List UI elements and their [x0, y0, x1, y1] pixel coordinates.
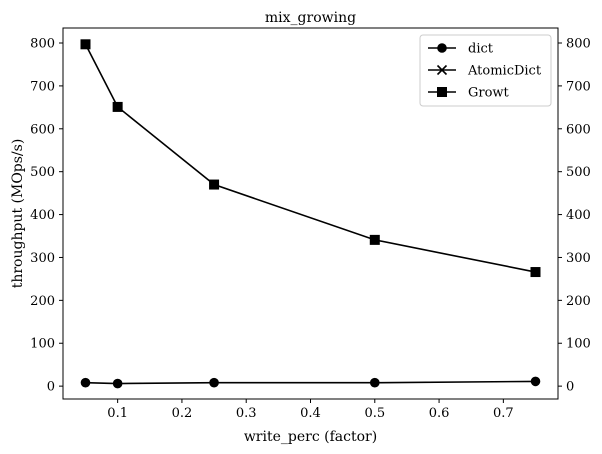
legend-marker-dict — [437, 43, 447, 53]
y-tick-label-right: 700 — [566, 79, 591, 94]
data-point-growt — [369, 234, 380, 245]
y-tick-label-left: 700 — [30, 79, 55, 94]
x-tick-label: 0.3 — [236, 406, 257, 421]
y-tick-label-right: 0 — [566, 380, 574, 395]
data-point-growt — [209, 179, 220, 190]
data-point-dict — [209, 377, 219, 388]
x-tick-label: 0.6 — [429, 406, 450, 421]
y-tick-label-left: 400 — [30, 208, 55, 223]
data-point-dict — [369, 377, 380, 388]
data-point-dict — [530, 376, 541, 387]
y-tick-label-left: 500 — [30, 165, 55, 180]
legend-marker-atomicdict-stroke — [436, 64, 448, 76]
x-tick-label: 0.1 — [107, 406, 128, 421]
data-point-dict — [80, 377, 91, 388]
data-point-growt — [530, 267, 541, 278]
y-tick-label-left: 800 — [30, 37, 55, 52]
data-point-growt — [80, 39, 91, 50]
chart-title: mix_growing — [265, 10, 356, 26]
x-axis-label: write_perc (factor) — [244, 429, 377, 445]
y-tick-label-left: 100 — [30, 337, 55, 352]
y-tick-label-left: 200 — [30, 294, 55, 309]
data-point-growt — [112, 101, 123, 112]
y-tick-label-right: 100 — [566, 337, 591, 352]
legend-marker-growt — [437, 87, 447, 97]
y-tick-label-right: 800 — [566, 37, 591, 52]
x-axis: 0.1 0.2 0.3 0.4 0.5 0.6 0.7 — [107, 399, 514, 421]
y-tick-label-right: 400 — [566, 208, 591, 223]
legend-box — [419, 34, 552, 107]
legend: dict AtomicDict Growt — [419, 34, 552, 107]
y-tick-label-left: 300 — [30, 251, 55, 266]
x-tick-label: 0.2 — [172, 406, 193, 421]
y-axis-right: 0 100 200 300 400 500 600 700 800 — [558, 37, 591, 395]
series-layer — [80, 39, 541, 389]
series-line-dict — [85, 380, 536, 385]
x-tick-label: 0.5 — [364, 406, 385, 421]
x-tick-label: 0.7 — [493, 406, 514, 421]
legend-marker-atomicdict — [436, 64, 448, 76]
y-tick-label-right: 600 — [566, 122, 591, 137]
y-tick-label-left: 600 — [30, 122, 55, 137]
legend-label-growt: Growt — [468, 86, 510, 101]
y-tick-label-right: 200 — [566, 294, 591, 309]
legend-label-atomicdict: AtomicDict — [467, 64, 542, 79]
x-tick-label: 0.4 — [300, 406, 321, 421]
legend-label-dict: dict — [468, 42, 494, 57]
y-tick-label-right: 300 — [566, 251, 591, 266]
y-axis-left: 0 100 200 300 400 500 600 700 800 — [30, 37, 63, 395]
data-point-dict — [112, 378, 123, 389]
y-tick-label-left: 0 — [47, 380, 55, 395]
y-tick-label-right: 500 — [566, 165, 591, 180]
y-axis-label: throughput (MOps/s) — [10, 139, 26, 289]
